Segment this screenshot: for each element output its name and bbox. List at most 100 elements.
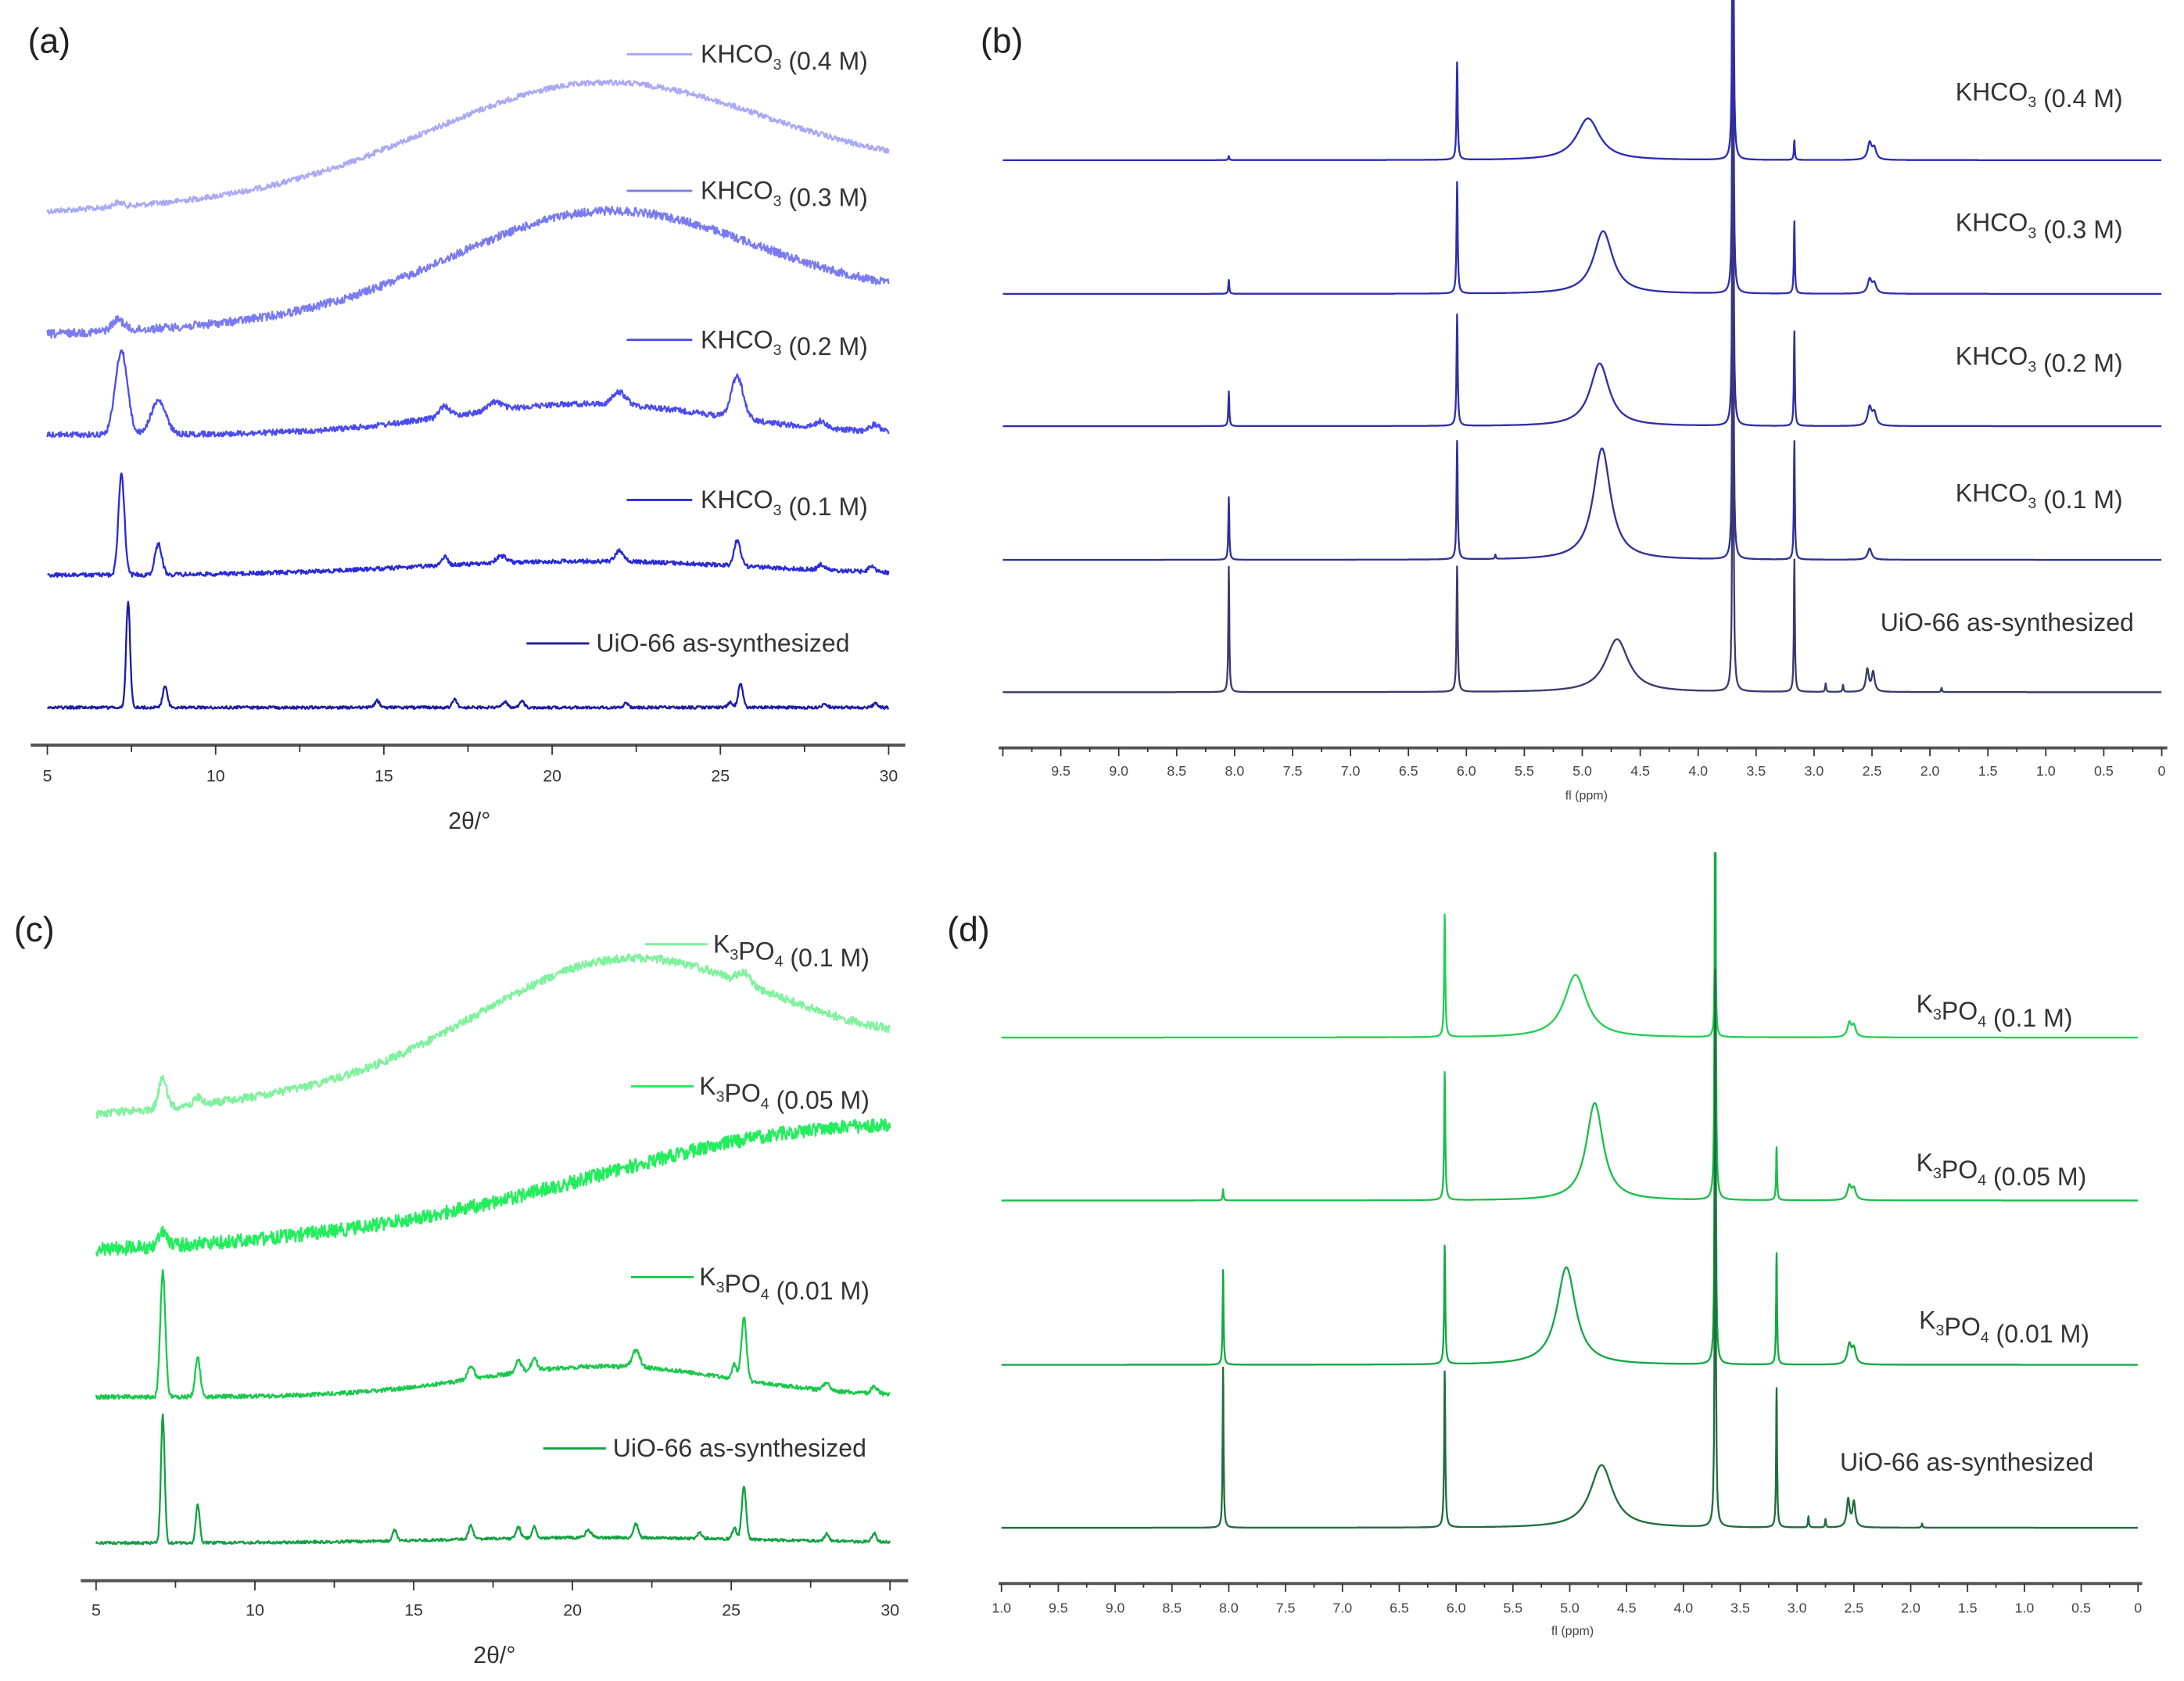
legend-label: K3PO4 (0.1 M) — [713, 930, 870, 972]
x-tick-label: 8.5 — [1162, 1600, 1182, 1616]
x-tick-label: 7.5 — [1283, 763, 1303, 779]
x-tick-label: 7.5 — [1276, 1600, 1296, 1616]
x-tick-label: 3.5 — [1746, 763, 1766, 779]
legend-label: KHCO3 (0.4 M) — [701, 40, 868, 75]
series-label: UiO-66 as-synthesized — [1840, 1448, 2093, 1476]
legend-label: UiO-66 as-synthesized — [596, 629, 849, 658]
x-tick-label: 1.0 — [992, 1600, 1011, 1616]
x-tick-label: 0 — [2134, 1600, 2142, 1616]
x-axis-title-c: 2θ/° — [473, 1643, 515, 1668]
series-label: UiO-66 as-synthesized — [1881, 608, 2134, 636]
x-tick-label: 15 — [375, 766, 393, 785]
x-tick-label: 8.5 — [1167, 763, 1186, 779]
series-line-1 — [95, 1118, 891, 1257]
series-line-0 — [1002, 0, 2163, 162]
x-tick-label: 0 — [2158, 763, 2166, 779]
x-tick-label: 1.5 — [1978, 763, 1998, 779]
x-tick-label: 4.5 — [1630, 763, 1650, 779]
x-tick-label: 8.0 — [1219, 1600, 1239, 1616]
x-axis-title-a: 2θ/° — [448, 808, 490, 834]
series-line-3 — [1000, 969, 2139, 1529]
x-tick-label: 4.0 — [1688, 763, 1708, 779]
series-line-2 — [95, 1269, 891, 1400]
x-tick-label: 2.5 — [1844, 1600, 1863, 1616]
legend-label: K3PO4 (0.05 M) — [699, 1072, 870, 1114]
x-tick-label: 5.0 — [1560, 1600, 1580, 1616]
x-tick-label: 3.5 — [1730, 1600, 1750, 1616]
series-line-4 — [1002, 133, 2163, 694]
x-tick-label: 9.0 — [1109, 763, 1128, 779]
x-tick-label: 9.5 — [1051, 763, 1070, 779]
x-tick-label: 0.5 — [2071, 1600, 2091, 1616]
x-tick-label: 5 — [43, 766, 52, 785]
x-tick-label: 6.5 — [1390, 1600, 1409, 1616]
x-tick-label: 1.0 — [2014, 1600, 2034, 1616]
x-tick-label: 9.5 — [1049, 1600, 1068, 1616]
legend-label: UiO-66 as-synthesized — [613, 1434, 866, 1462]
x-tick-label: 4.0 — [1673, 1600, 1693, 1616]
series-line-4 — [46, 600, 890, 710]
x-tick-label: 7.0 — [1332, 1600, 1352, 1616]
x-tick-label: 2.0 — [1920, 763, 1940, 779]
x-tick-label: 6.0 — [1447, 1600, 1466, 1616]
x-tick-label: 15 — [404, 1600, 423, 1619]
series-line-1 — [1002, 0, 2163, 296]
x-tick-label: 8.0 — [1225, 763, 1245, 779]
x-tick-label: 30 — [880, 766, 898, 785]
panel-c: 5 10 15 20 25 30 — [81, 943, 909, 1619]
x-tick-label: 6.5 — [1399, 763, 1418, 779]
series-line-1 — [46, 206, 890, 339]
series-line-0 — [46, 79, 890, 215]
panel-label-a: (a) — [28, 23, 70, 61]
x-axis-title-b: fl (ppm) — [1565, 788, 1608, 802]
panel-a: 5 10 15 20 25 30 — [30, 53, 906, 785]
x-tick-label: 3.0 — [1788, 1600, 1807, 1616]
series-line-0 — [95, 953, 891, 1119]
series-label: K3PO4 (0.05 M) — [1917, 1149, 2087, 1191]
series-line-3 — [95, 1413, 891, 1546]
panel-label-d: (d) — [947, 911, 989, 949]
series-line-2 — [1000, 852, 2139, 1366]
x-tick-label: 10 — [246, 1600, 264, 1619]
series-line-3 — [1002, 1, 2163, 561]
x-tick-label: 20 — [563, 1600, 582, 1619]
series-label: KHCO3 (0.3 M) — [1956, 209, 2123, 244]
x-tick-label: 4.5 — [1617, 1600, 1637, 1616]
x-tick-label: 1.5 — [1958, 1600, 1978, 1616]
series-line-0 — [1000, 852, 2139, 1039]
x-tick-label: 25 — [722, 1600, 741, 1619]
panel-d: 1.0 9.5 9.0 8.5 8.0 7.5 7.0 6.5 6.0 5.5 5.0 4.5 4.0 3… — [992, 852, 2143, 1616]
series-line-2 — [1002, 0, 2163, 428]
x-tick-label: 1.0 — [2036, 763, 2056, 779]
series-line-1 — [1000, 852, 2139, 1202]
x-tick-label: 3.0 — [1805, 763, 1824, 779]
x-tick-label: 10 — [206, 766, 225, 785]
legend-label: K3PO4 (0.01 M) — [699, 1263, 870, 1305]
series-label: KHCO3 (0.1 M) — [1956, 478, 2123, 514]
x-tick-label: 7.0 — [1341, 763, 1361, 779]
legend-label: KHCO3 (0.1 M) — [701, 486, 868, 521]
legend-label: KHCO3 (0.3 M) — [701, 177, 868, 212]
x-tick-label: 5.0 — [1573, 763, 1592, 779]
x-tick-label: 0.5 — [2094, 763, 2114, 779]
legend-label: KHCO3 (0.2 M) — [701, 325, 868, 360]
series-label: KHCO3 (0.2 M) — [1956, 342, 2123, 378]
x-tick-label: 5.5 — [1515, 763, 1534, 779]
panel-label-c: (c) — [14, 911, 55, 949]
x-tick-label: 2.5 — [1863, 763, 1882, 779]
x-tick-label: 5.5 — [1503, 1600, 1522, 1616]
x-tick-label: 2.0 — [1901, 1600, 1920, 1616]
series-line-2 — [46, 349, 890, 439]
x-tick-label: 9.0 — [1106, 1600, 1125, 1616]
x-tick-label: 6.0 — [1457, 763, 1476, 779]
panel-label-b: (b) — [981, 23, 1023, 61]
panel-b: 9.5 9.0 8.5 8.0 7.5 7.0 6.5 6.0 5.5 5.0 4.5 4.0 3.5 3… — [999, 0, 2168, 779]
x-tick-label: 20 — [543, 766, 561, 785]
x-tick-label: 30 — [880, 1600, 899, 1619]
series-label: K3PO4 (0.1 M) — [1917, 990, 2073, 1032]
series-label: K3PO4 (0.01 M) — [1919, 1306, 2089, 1348]
x-axis-title-d: fl (ppm) — [1551, 1624, 1594, 1638]
x-tick-label: 5 — [91, 1600, 101, 1619]
series-label: KHCO3 (0.4 M) — [1956, 77, 2123, 113]
